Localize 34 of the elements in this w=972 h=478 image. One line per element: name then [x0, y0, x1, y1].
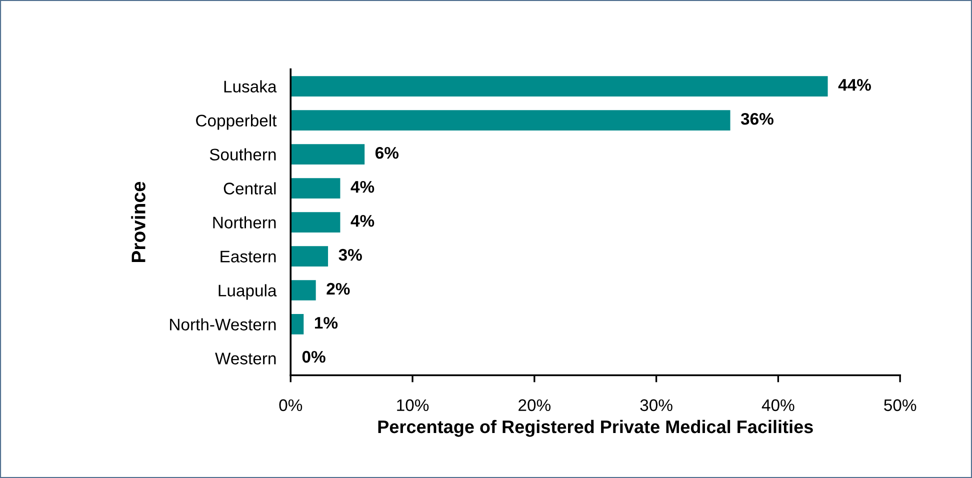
bar [290, 76, 828, 96]
data-label: 4% [350, 214, 374, 227]
data-label: 2% [326, 282, 350, 295]
data-label: 6% [375, 146, 399, 159]
x-tick-label: 40% [762, 399, 794, 412]
data-label: 44% [838, 79, 871, 91]
x-tick-label: 50% [884, 399, 916, 412]
y-tick-label: Northern [213, 216, 276, 228]
y-tick-label: Luapula [218, 284, 277, 300]
y-tick-label: Western [215, 352, 276, 364]
x-tick-label: 20% [518, 399, 550, 412]
y-tick-label: Eastern [220, 250, 276, 262]
bar [290, 144, 365, 164]
x-axis-title: Percentage of Registered Private Medical Facilities [378, 420, 813, 437]
bar [290, 246, 328, 266]
data-label: 3% [338, 248, 362, 261]
y-tick-label: Southern [210, 148, 276, 160]
x-tick-label: 10% [397, 399, 429, 412]
data-label: 36% [740, 112, 774, 125]
x-tick-label: 0% [279, 399, 302, 412]
bar [290, 110, 730, 130]
x-tick-label: 30% [640, 399, 672, 412]
bar [290, 280, 316, 300]
y-axis-title: Province [131, 182, 146, 262]
y-tick-label: North-Western [170, 318, 276, 330]
bar [290, 212, 340, 232]
data-label: 4% [350, 180, 374, 193]
y-tick-label: Central [224, 182, 276, 194]
data-label: 0% [302, 350, 326, 363]
bar [290, 314, 304, 334]
data-label: 1% [314, 316, 338, 329]
bar [290, 178, 340, 198]
y-tick-label: Lusaka [224, 80, 277, 93]
y-tick-label: Copperbelt [196, 114, 277, 130]
